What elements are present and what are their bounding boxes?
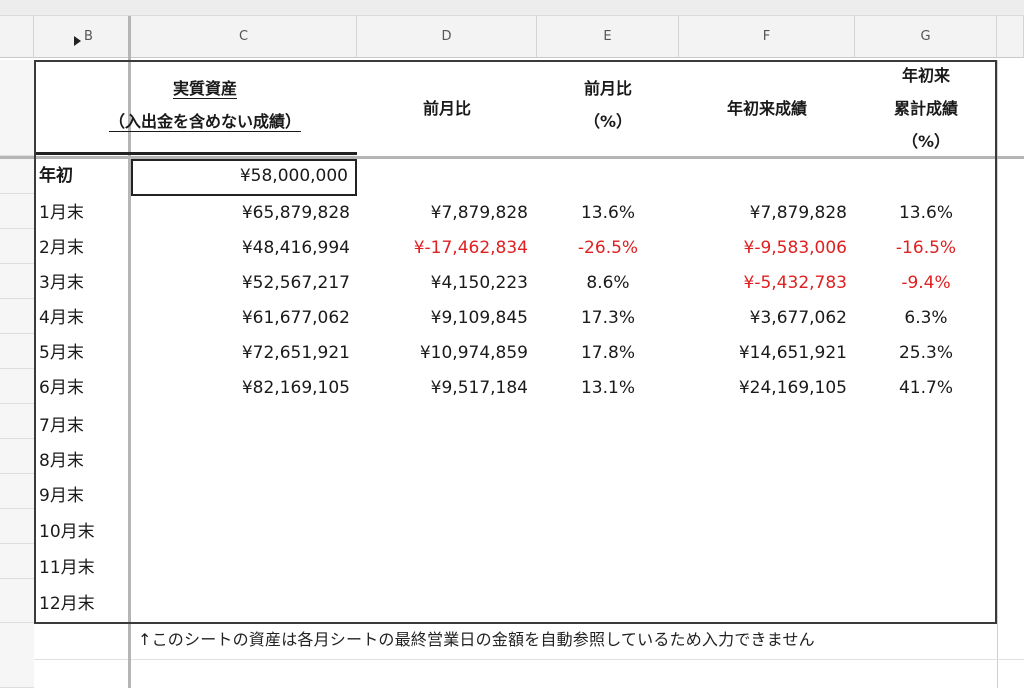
- cell-border-initial: [131, 159, 357, 196]
- cell-mom-pct-6[interactable]: 13.1%: [580, 378, 635, 398]
- cell-assets-5[interactable]: ¥72,651,921: [241, 343, 350, 363]
- cell-border: [34, 152, 357, 155]
- cell-mom-pct-1[interactable]: 13.6%: [580, 203, 635, 223]
- row-label-12[interactable]: 12月末: [39, 594, 95, 614]
- cell-mom-4[interactable]: ¥9,109,845: [430, 308, 528, 328]
- cell-initial-assets[interactable]: ¥58,000,000: [239, 166, 348, 186]
- footnote[interactable]: ↑このシートの資産は各月シートの最終営業日の金額を自動参照しているため入力できま…: [138, 630, 815, 649]
- row-label-8[interactable]: 8月末: [39, 451, 84, 471]
- cell-assets-4[interactable]: ¥61,677,062: [241, 308, 350, 328]
- freeze-column-bar[interactable]: [128, 16, 131, 688]
- row-header-15[interactable]: [0, 623, 34, 688]
- row-label-5[interactable]: 5月末: [39, 343, 84, 363]
- row-label-4[interactable]: 4月末: [39, 308, 84, 328]
- cell-ytd-5[interactable]: ¥14,651,921: [738, 343, 847, 363]
- row-label-7[interactable]: 7月末: [39, 416, 84, 436]
- cell-ytd-1[interactable]: ¥7,879,828: [749, 203, 847, 223]
- row-header-3[interactable]: [0, 194, 34, 229]
- gridline: [997, 60, 998, 688]
- freeze-row-bar[interactable]: [0, 156, 1024, 159]
- cell-ytd-pct-3[interactable]: -9.4%: [901, 273, 951, 293]
- row-header-5[interactable]: [0, 264, 34, 299]
- row-label-11[interactable]: 11月末: [39, 558, 95, 578]
- cell-mom-3[interactable]: ¥4,150,223: [430, 273, 528, 293]
- row-label-2[interactable]: 2月末: [39, 238, 84, 258]
- row-header-4[interactable]: [0, 229, 34, 264]
- cell-ytd-4[interactable]: ¥3,677,062: [749, 308, 847, 328]
- column-header-d[interactable]: D: [357, 16, 537, 58]
- cell-assets-3[interactable]: ¥52,567,217: [241, 273, 350, 293]
- header-ytd-cumulative-pct: 年初来 累計成績 （%）: [893, 66, 958, 151]
- row-label-3[interactable]: 3月末: [39, 273, 84, 293]
- cell-ytd-pct-5[interactable]: 25.3%: [898, 343, 953, 363]
- column-header-b[interactable]: B: [34, 16, 130, 58]
- row-header-7[interactable]: [0, 334, 34, 369]
- row-header-10[interactable]: [0, 439, 34, 474]
- cell-ytd-pct-1[interactable]: 13.6%: [898, 203, 953, 223]
- cell-mom-pct-5[interactable]: 17.8%: [580, 343, 635, 363]
- row-label-initial[interactable]: 年初: [39, 166, 73, 186]
- row-header-2[interactable]: [0, 159, 34, 194]
- row-label-10[interactable]: 10月末: [39, 522, 95, 542]
- cell-mom-pct-3[interactable]: 8.6%: [586, 273, 630, 293]
- row-header-12[interactable]: [0, 509, 34, 544]
- header-mom: 前月比: [422, 99, 471, 118]
- expand-triangle-icon[interactable]: [74, 36, 81, 46]
- cell-ytd-2[interactable]: ¥-9,583,006: [743, 238, 847, 258]
- cell-ytd-3[interactable]: ¥-5,432,783: [743, 273, 847, 293]
- row-header-1[interactable]: [0, 60, 34, 156]
- header-real-assets: 実質資産 （入出金を含めない成績）: [108, 79, 301, 131]
- column-header-h[interactable]: [997, 16, 1024, 58]
- row-header-14[interactable]: [0, 579, 34, 623]
- select-all-corner[interactable]: [0, 16, 34, 58]
- cell-mom-5[interactable]: ¥10,974,859: [419, 343, 528, 363]
- header-ytd: 年初来成績: [726, 99, 807, 118]
- column-header-g[interactable]: G: [855, 16, 997, 58]
- cell-ytd-6[interactable]: ¥24,169,105: [738, 378, 847, 398]
- row-header-13[interactable]: [0, 544, 34, 579]
- cell-assets-1[interactable]: ¥65,879,828: [241, 203, 350, 223]
- column-header-f[interactable]: F: [679, 16, 855, 58]
- cell-ytd-pct-2[interactable]: -16.5%: [895, 238, 957, 258]
- cell-ytd-pct-4[interactable]: 6.3%: [904, 308, 948, 328]
- cell-mom-pct-4[interactable]: 17.3%: [580, 308, 635, 328]
- cell-mom-1[interactable]: ¥7,879,828: [430, 203, 528, 223]
- cell-assets-2[interactable]: ¥48,416,994: [241, 238, 350, 258]
- gridline: [34, 659, 1024, 660]
- cell-mom-pct-2[interactable]: -26.5%: [577, 238, 639, 258]
- row-header-11[interactable]: [0, 474, 34, 509]
- row-header-6[interactable]: [0, 299, 34, 334]
- cell-ytd-pct-6[interactable]: 41.7%: [898, 378, 953, 398]
- row-header-8[interactable]: [0, 369, 34, 404]
- column-header-c[interactable]: C: [131, 16, 357, 58]
- toolbar-strip: [0, 0, 1024, 16]
- row-label-9[interactable]: 9月末: [39, 486, 84, 506]
- cell-mom-6[interactable]: ¥9,517,184: [430, 378, 528, 398]
- row-label-1[interactable]: 1月末: [39, 203, 84, 223]
- cell-mom-2[interactable]: ¥-17,462,834: [413, 238, 528, 258]
- row-label-6[interactable]: 6月末: [39, 378, 84, 398]
- header-mom-pct: 前月比 （%）: [583, 79, 633, 131]
- cell-assets-6[interactable]: ¥82,169,105: [241, 378, 350, 398]
- row-header-9[interactable]: [0, 404, 34, 439]
- column-header-e[interactable]: E: [537, 16, 679, 58]
